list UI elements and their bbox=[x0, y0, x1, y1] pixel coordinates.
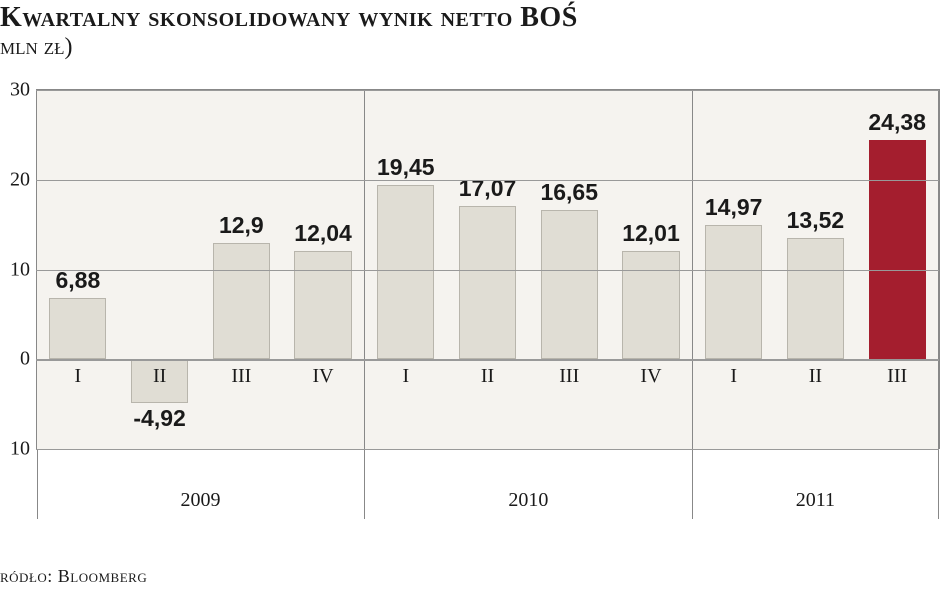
x-axis-tick: II bbox=[775, 365, 857, 388]
year-label: 2010 bbox=[365, 489, 692, 512]
plot-region: 20096,88I-4,92II12,9III12,04IV201019,45I… bbox=[36, 89, 940, 449]
y-axis-tick: 10 bbox=[0, 438, 30, 461]
chart-title: Kwartalny skonsolidowany wynik netto BOŚ bbox=[0, 2, 948, 34]
y-axis-tick: 30 bbox=[0, 79, 30, 102]
x-axis-tick: III bbox=[856, 365, 938, 388]
bar bbox=[377, 185, 434, 360]
bar bbox=[459, 206, 516, 359]
bar-value-label: 24,38 bbox=[840, 109, 948, 136]
bar bbox=[294, 251, 351, 359]
gridline bbox=[36, 270, 939, 271]
x-axis-tick: II bbox=[119, 365, 201, 388]
y-axis-tick: 20 bbox=[0, 168, 30, 191]
x-axis-tick: I bbox=[693, 365, 775, 388]
bar bbox=[49, 298, 106, 360]
title-block: Kwartalny skonsolidowany wynik netto BOŚ… bbox=[0, 0, 948, 61]
y-axis-tick: 0 bbox=[0, 348, 30, 371]
gridline bbox=[36, 90, 939, 91]
gridline bbox=[36, 359, 939, 361]
bar bbox=[622, 251, 679, 359]
year-label: 2011 bbox=[693, 489, 938, 512]
gridline bbox=[36, 449, 939, 450]
bar bbox=[705, 225, 762, 359]
source-attribution: ródło: Bloomberg bbox=[0, 566, 147, 587]
x-axis-tick: I bbox=[37, 365, 119, 388]
bar-highlight bbox=[869, 140, 926, 359]
bar bbox=[541, 210, 598, 359]
x-axis-tick: III bbox=[200, 365, 282, 388]
chart-area: 20096,88I-4,92II12,9III12,04IV201019,45I… bbox=[0, 81, 948, 521]
chart-subtitle: mln zł) bbox=[0, 34, 948, 61]
gridline bbox=[36, 180, 939, 181]
bar bbox=[213, 243, 270, 359]
year-label: 2009 bbox=[37, 489, 364, 512]
x-axis-tick: IV bbox=[282, 365, 364, 388]
x-axis-tick: IV bbox=[610, 365, 692, 388]
x-axis-tick: I bbox=[365, 365, 447, 388]
y-axis-tick: 10 bbox=[0, 258, 30, 281]
x-axis-tick: II bbox=[447, 365, 529, 388]
x-axis-tick: III bbox=[528, 365, 610, 388]
bar bbox=[787, 238, 844, 359]
